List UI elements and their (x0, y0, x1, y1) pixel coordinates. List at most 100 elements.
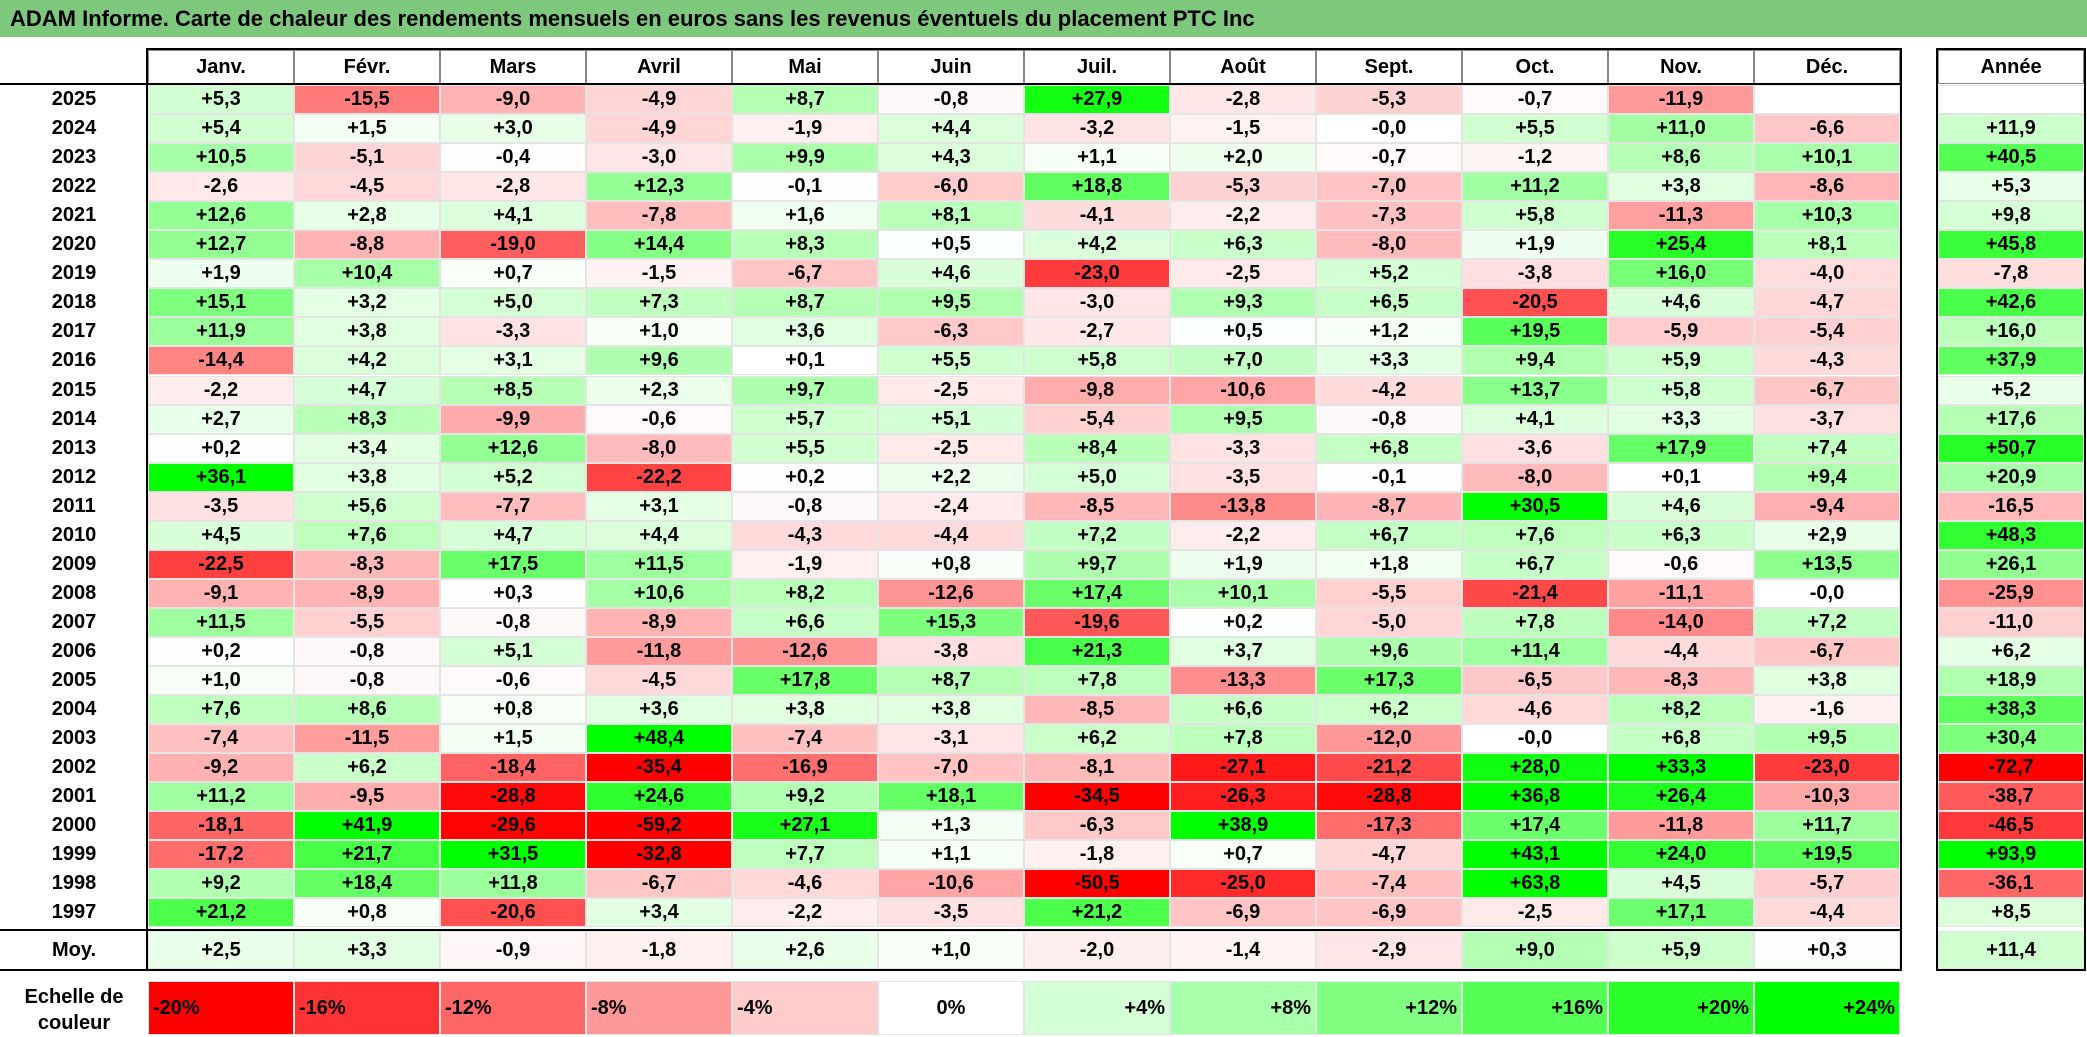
heatmap-cell: +11,7 (1754, 811, 1900, 841)
annual-cell: +48,3 (1938, 520, 2084, 550)
heatmap-cell: -20,5 (1462, 288, 1608, 318)
heatmap-cell: +11,2 (1462, 172, 1608, 202)
heatmap-cell: -35,4 (586, 753, 732, 783)
heatmap-cell: +1,5 (440, 724, 586, 754)
heatmap-cell: +4,7 (440, 520, 586, 550)
annual-cell: +9,8 (1938, 201, 2084, 231)
heatmap-cell: +12,3 (586, 172, 732, 202)
heatmap-cell: -1,9 (732, 549, 878, 579)
annual-cell: +50,7 (1938, 433, 2084, 463)
heatmap-cell: +0,5 (1170, 317, 1316, 347)
heatmap-cell: -0,8 (1316, 404, 1462, 434)
heatmap-cell: +4,4 (878, 114, 1024, 144)
annual-cell (1938, 85, 2084, 115)
heatmap-cell: -3,5 (1170, 462, 1316, 492)
heatmap-cell: -2,2 (1170, 520, 1316, 550)
annual-cell: -72,7 (1938, 753, 2084, 783)
row-year-label: 2003 (51, 727, 97, 750)
heatmap-cell: -8,9 (294, 578, 440, 608)
heatmap-cell: +9,9 (732, 143, 878, 173)
column-header: Août (1170, 50, 1316, 84)
annual-cell: +18,9 (1938, 666, 2084, 696)
heatmap-cell: -28,8 (1316, 782, 1462, 812)
heatmap-cell: +9,5 (1754, 724, 1900, 754)
heatmap-cell: -12,6 (732, 636, 878, 666)
heatmap-cell: +1,8 (1316, 549, 1462, 579)
heatmap-cell: +5,8 (1462, 201, 1608, 231)
heatmap-cell: +38,9 (1170, 811, 1316, 841)
heatmap-cell: -2,5 (878, 433, 1024, 463)
heatmap-cell: +9,2 (148, 869, 294, 899)
annual-cell: -7,8 (1938, 259, 2084, 289)
heatmap-cell: -6,9 (1316, 898, 1462, 928)
heatmap-cell: -3,5 (148, 491, 294, 521)
heatmap-cell: -5,9 (1608, 317, 1754, 347)
annual-cell: +38,3 (1938, 695, 2084, 725)
heatmap-cell: +3,4 (586, 898, 732, 928)
legend-swatch: +24% (1754, 981, 1900, 1035)
heatmap-cell (1754, 85, 1900, 115)
heatmap-cell: +5,0 (440, 288, 586, 318)
heatmap-cell: -8,0 (1462, 462, 1608, 492)
heatmap-cell: +3,1 (440, 346, 586, 376)
heatmap-cell: +0,2 (148, 433, 294, 463)
row-year-label: 2024 (51, 117, 97, 140)
heatmap-cell: -7,4 (1316, 869, 1462, 899)
heatmap-cell: +17,9 (1608, 433, 1754, 463)
heatmap-cell: +36,1 (148, 462, 294, 492)
heatmap-cell: +21,3 (1024, 636, 1170, 666)
heatmap-cell: -28,8 (440, 782, 586, 812)
heatmap-cell: -0,7 (1462, 85, 1608, 115)
heatmap-cell: -25,0 (1170, 869, 1316, 899)
row-year-label: 2006 (51, 639, 97, 662)
annual-cell: +30,4 (1938, 724, 2084, 754)
heatmap-cell: +3,6 (586, 695, 732, 725)
annual-cell: +17,6 (1938, 404, 2084, 434)
legend-swatch: -12% (440, 981, 586, 1035)
annual-cell: +8,5 (1938, 898, 2084, 928)
row-year-label: 2023 (51, 146, 97, 169)
average-cell: -2,9 (1316, 931, 1462, 969)
heatmap-cell: +9,5 (1170, 404, 1316, 434)
heatmap-cell: +7,8 (1024, 666, 1170, 696)
heatmap-cell: +0,1 (732, 346, 878, 376)
heatmap-cell: -0,7 (1316, 143, 1462, 173)
heatmap-cell: +2,2 (878, 462, 1024, 492)
heatmap-cell: +8,7 (732, 288, 878, 318)
heatmap-cell: +7,6 (294, 520, 440, 550)
heatmap-cell: +4,5 (1608, 869, 1754, 899)
heatmap-cell: +9,4 (1462, 346, 1608, 376)
heatmap-cell: +7,3 (586, 288, 732, 318)
heatmap-cell: +3,8 (1754, 666, 1900, 696)
heatmap-cell: +28,0 (1462, 753, 1608, 783)
heatmap-cell: +63,8 (1462, 869, 1608, 899)
heatmap-cell: +0,8 (440, 695, 586, 725)
heatmap-cell: +6,2 (294, 753, 440, 783)
heatmap-cell: -29,6 (440, 811, 586, 841)
column-header: Avril (586, 50, 732, 84)
heatmap-cell: +3,1 (586, 491, 732, 521)
heatmap-cell: +6,3 (1608, 520, 1754, 550)
heatmap-cell: -1,6 (1754, 695, 1900, 725)
row-year-label: 2000 (51, 814, 97, 837)
heatmap-cell: +1,6 (732, 201, 878, 231)
heatmap-cell: +3,0 (440, 114, 586, 144)
annual-cell: +5,2 (1938, 375, 2084, 405)
average-cell: +2,5 (148, 931, 294, 969)
annual-cell: -16,5 (1938, 491, 2084, 521)
annual-cell: +26,1 (1938, 549, 2084, 579)
heatmap-cell: -9,9 (440, 404, 586, 434)
row-year-label: 2015 (51, 378, 97, 401)
heatmap-cell: +5,8 (1608, 375, 1754, 405)
heatmap-cell: +0,7 (440, 259, 586, 289)
heatmap-cell: +13,7 (1462, 375, 1608, 405)
heatmap-cell: -17,2 (148, 840, 294, 870)
heatmap-cell: -4,5 (294, 172, 440, 202)
heatmap-cell: +27,1 (732, 811, 878, 841)
heatmap-cell: -8,3 (294, 549, 440, 579)
heatmap-cell: +0,8 (878, 549, 1024, 579)
heatmap-cell: +6,2 (1316, 695, 1462, 725)
heatmap-cell: -1,5 (1170, 114, 1316, 144)
heatmap-cell: +7,8 (1462, 607, 1608, 637)
heatmap-cell: -6,7 (1754, 375, 1900, 405)
